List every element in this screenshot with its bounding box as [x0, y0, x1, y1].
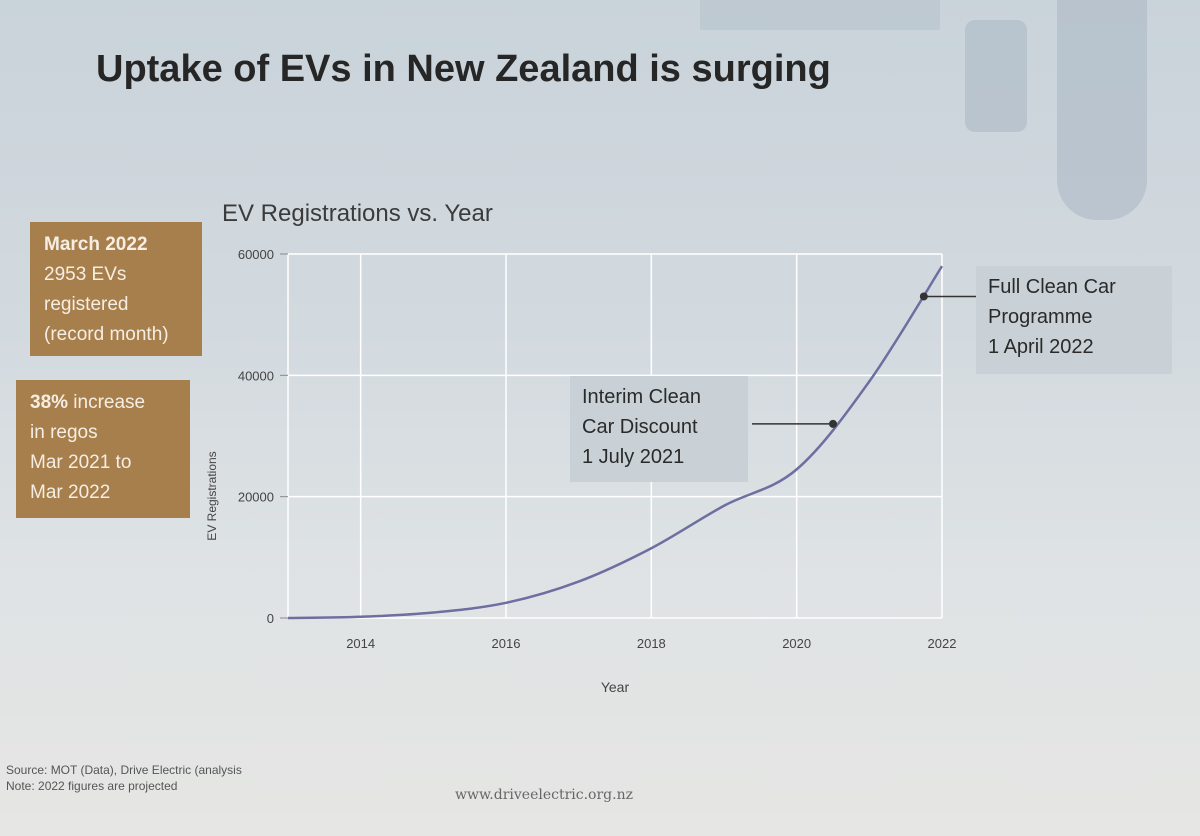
y-tick-label: 40000 [238, 368, 274, 383]
y-tick-label: 20000 [238, 490, 274, 505]
increase-pct: 38% [30, 392, 69, 413]
full-programme-callout: Full Clean Car Programme 1 April 2022 [976, 266, 1172, 374]
axis-layer: 0 20000 40000 60000 2014 2016 2018 2020 2022 Year… [205, 247, 956, 695]
decor-shape [700, 0, 940, 30]
y-tick-label: 60000 [238, 247, 274, 262]
increase-line: 38% increase [30, 388, 176, 418]
decor-shape [1057, 0, 1147, 220]
annotation-marker [919, 292, 928, 301]
record-month-line: registered [44, 294, 129, 315]
chart-title: EV Registrations vs. Year [222, 200, 493, 227]
decor-shape [965, 20, 1027, 132]
ev-registrations-line [287, 265, 944, 620]
source-note: Source: MOT (Data), Drive Electric (anal… [6, 763, 242, 777]
record-month-line: 2953 EVs [44, 264, 127, 285]
annotation-marker [829, 419, 837, 428]
interim-discount-callout: Interim Clean Car Discount 1 July 2021 [570, 376, 748, 482]
increase-line: Mar 2021 to [30, 452, 132, 473]
series-layer [287, 265, 944, 620]
y-axis-label: EV Registrations [205, 451, 219, 540]
projection-note: Note: 2022 figures are projected [6, 779, 178, 793]
x-axis-label: Year [601, 679, 630, 695]
site-url: www.driveelectric.org.nz [455, 787, 633, 803]
increase-line: in regos [30, 422, 98, 443]
slide-title: Uptake of EVs in New Zealand is surging [96, 48, 831, 90]
record-month-line: (record month) [44, 324, 169, 345]
x-tick-label: 2014 [346, 636, 375, 651]
annotation-layer [752, 292, 982, 428]
increase-line: Mar 2022 [30, 482, 111, 503]
x-tick-label: 2018 [637, 636, 666, 651]
x-tick-label: 2016 [492, 636, 521, 651]
y-tick-label: 0 [267, 611, 274, 626]
record-month-box: March 2022 2953 EVs registered (record m… [30, 222, 202, 356]
x-tick-label: 2020 [782, 636, 811, 651]
x-tick-label: 2022 [928, 636, 957, 651]
increase-box: 38% increase in regos Mar 2021 to Mar 20… [16, 380, 190, 518]
increase-word: increase [68, 392, 146, 413]
grid-layer [287, 253, 943, 619]
record-month-heading: March 2022 [44, 234, 148, 255]
